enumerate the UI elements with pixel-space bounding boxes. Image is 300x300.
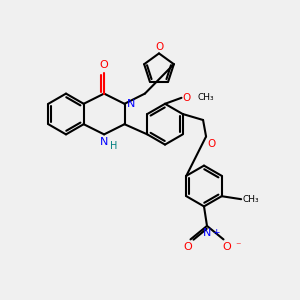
- Text: O: O: [100, 60, 109, 70]
- Text: N: N: [100, 137, 108, 147]
- Text: O: O: [222, 242, 231, 252]
- Text: ⁻: ⁻: [236, 241, 241, 251]
- Text: O: O: [207, 140, 215, 149]
- Text: CH₃: CH₃: [198, 93, 214, 102]
- Text: +: +: [212, 228, 220, 237]
- Text: CH₃: CH₃: [243, 195, 259, 204]
- Text: O: O: [183, 242, 192, 252]
- Text: O: O: [183, 93, 191, 103]
- Text: N: N: [127, 99, 135, 109]
- Text: O: O: [155, 42, 163, 52]
- Text: N: N: [203, 228, 211, 238]
- Text: H: H: [110, 141, 117, 151]
